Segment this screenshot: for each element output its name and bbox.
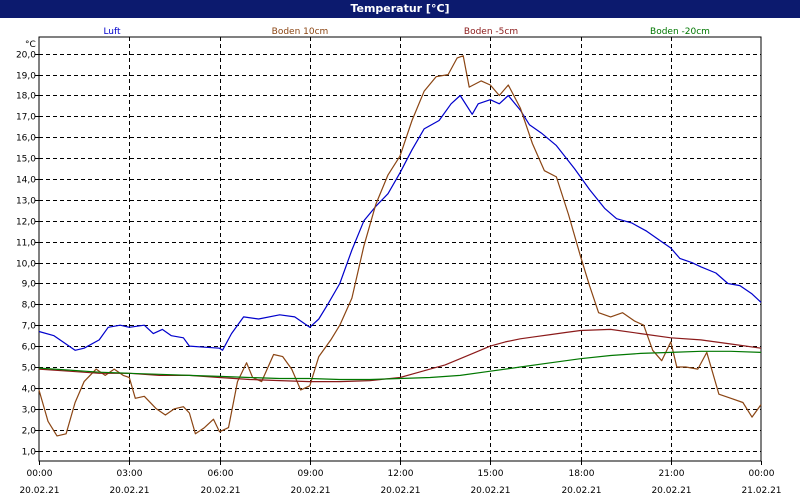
y-tick-label: 15,0 [16,155,36,165]
x-tick-time-label: 21:00 [659,469,685,479]
x-tick-time-label: 18:00 [569,469,595,479]
y-tick-label: 13,0 [16,197,36,207]
legend-entry: Boden 10cm [272,27,329,37]
x-tick-time-label: 09:00 [298,469,324,479]
x-tick-date-label: 20.02.21 [200,486,240,496]
y-tick-label: 19,0 [16,72,36,82]
y-tick-label: 4,0 [22,385,37,395]
y-tick-label: 11,0 [16,239,36,249]
x-tick-time-label: 00:00 [749,469,775,479]
legend: Luft Boden 10cm Boden -5cm Boden -20cm [103,27,710,37]
x-tick-time-label: 06:00 [208,469,234,479]
x-tick-date-label: 20.02.21 [290,486,330,496]
x-tick-date-label: 20.02.21 [561,486,601,496]
grid [38,36,762,462]
legend-entry: Luft [103,27,121,37]
x-tick-date-label: 20.02.21 [19,486,59,496]
y-tick-label: 18,0 [16,92,36,102]
y-tick-label: 7,0 [22,322,37,332]
y-tick-label: 3,0 [22,406,37,416]
x-tick-time-label: 15:00 [478,469,504,479]
series-line-boden-20cm [38,350,762,381]
y-tick-label: 9,0 [22,280,37,290]
x-tick-date-label: 20.02.21 [470,486,510,496]
x-tick-time-label: 03:00 [117,469,143,479]
x-tick-time-label: 00:00 [27,469,53,479]
x-tick-date-label: 20.02.21 [651,486,691,496]
y-axis-unit-label: °C [25,40,36,50]
y-tick-label: 12,0 [16,218,36,228]
y-tick-label: 6,0 [22,343,37,353]
x-tick-date-label: 21.02.21 [741,486,781,496]
y-tick-label: 10,0 [16,260,36,270]
y-tick-label: 16,0 [16,134,36,144]
x-tick-time-label: 12:00 [388,469,414,479]
series-layer [38,55,762,437]
y-tick-label: 8,0 [22,301,37,311]
x-tick-date-label: 20.02.21 [380,486,420,496]
axes: 1,0 2,0 3,0 4,0 5,0 6,0 7,0 8,0 9,0 10,0 11,0 12,0 1… [16,40,782,496]
series-line-boden-10cm [38,55,762,437]
y-tick-label: 1,0 [22,448,37,458]
y-tick-label: 5,0 [22,364,37,374]
legend-entry: Boden -5cm [464,27,518,37]
chart-title: Temperatur [°C] [0,0,800,18]
y-tick-label: 2,0 [22,427,37,437]
legend-entry: Boden -20cm [650,27,710,37]
y-tick-label: 17,0 [16,113,36,123]
x-tick-date-label: 20.02.21 [109,486,149,496]
y-tick-label: 20,0 [16,51,36,61]
y-tick-label: 14,0 [16,176,36,186]
series-line-luft [38,94,762,351]
